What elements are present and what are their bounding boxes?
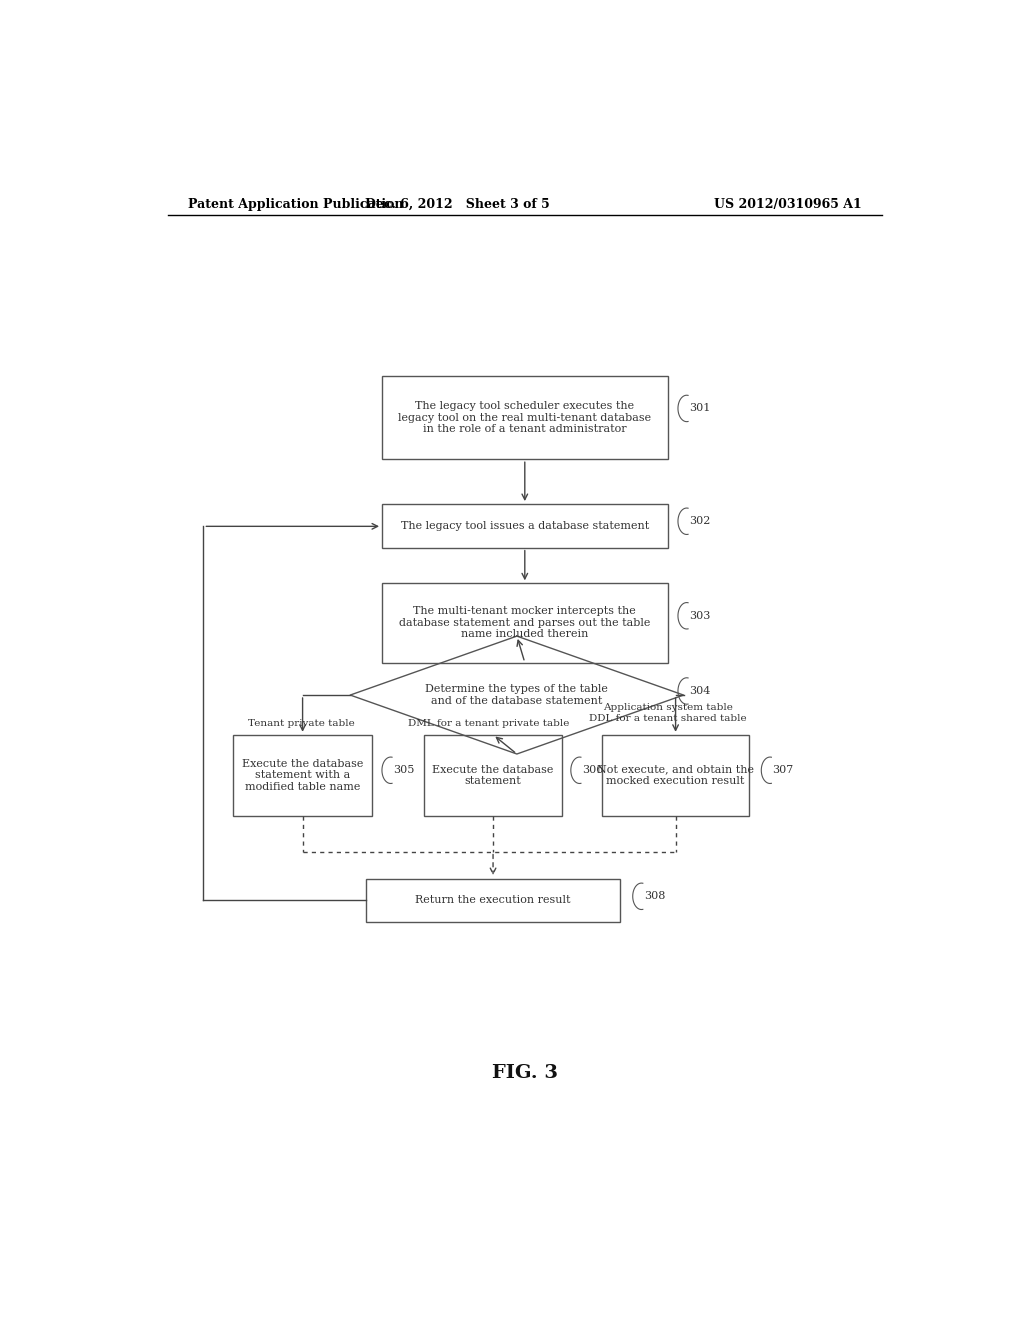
Bar — [602, 735, 749, 816]
Text: 301: 301 — [689, 404, 711, 413]
Text: Dec. 6, 2012   Sheet 3 of 5: Dec. 6, 2012 Sheet 3 of 5 — [365, 198, 550, 211]
Text: Tenant private table: Tenant private table — [248, 718, 354, 727]
Text: Return the execution result: Return the execution result — [416, 895, 570, 906]
Text: The multi-tenant mocker intercepts the
database statement and parses out the tab: The multi-tenant mocker intercepts the d… — [399, 606, 650, 639]
Text: 304: 304 — [689, 686, 711, 696]
Bar — [382, 376, 668, 459]
Text: 306: 306 — [582, 766, 603, 775]
Text: Application system table
DDL for a tenant shared table: Application system table DDL for a tenan… — [589, 704, 746, 722]
Text: The legacy tool scheduler executes the
legacy tool on the real multi-tenant data: The legacy tool scheduler executes the l… — [398, 401, 651, 434]
Text: Patent Application Publication: Patent Application Publication — [187, 198, 403, 211]
Text: Execute the database
statement: Execute the database statement — [432, 764, 554, 787]
Text: Determine the types of the table
and of the database statement: Determine the types of the table and of … — [425, 684, 608, 706]
Bar — [382, 504, 668, 548]
Text: FIG. 3: FIG. 3 — [492, 1064, 558, 1082]
Text: 305: 305 — [393, 766, 415, 775]
Text: Not execute, and obtain the
mocked execution result: Not execute, and obtain the mocked execu… — [597, 764, 754, 787]
Bar — [367, 879, 621, 923]
Text: 302: 302 — [689, 516, 711, 527]
Text: 308: 308 — [644, 891, 666, 902]
Text: DML for a tenant private table: DML for a tenant private table — [408, 718, 569, 727]
Text: US 2012/0310965 A1: US 2012/0310965 A1 — [715, 198, 862, 211]
Bar — [424, 735, 562, 816]
Text: Execute the database
statement with a
modified table name: Execute the database statement with a mo… — [242, 759, 364, 792]
Text: 303: 303 — [689, 611, 711, 620]
Bar — [382, 583, 668, 663]
Text: 307: 307 — [772, 766, 794, 775]
Bar — [233, 735, 372, 816]
Text: The legacy tool issues a database statement: The legacy tool issues a database statem… — [400, 521, 649, 532]
